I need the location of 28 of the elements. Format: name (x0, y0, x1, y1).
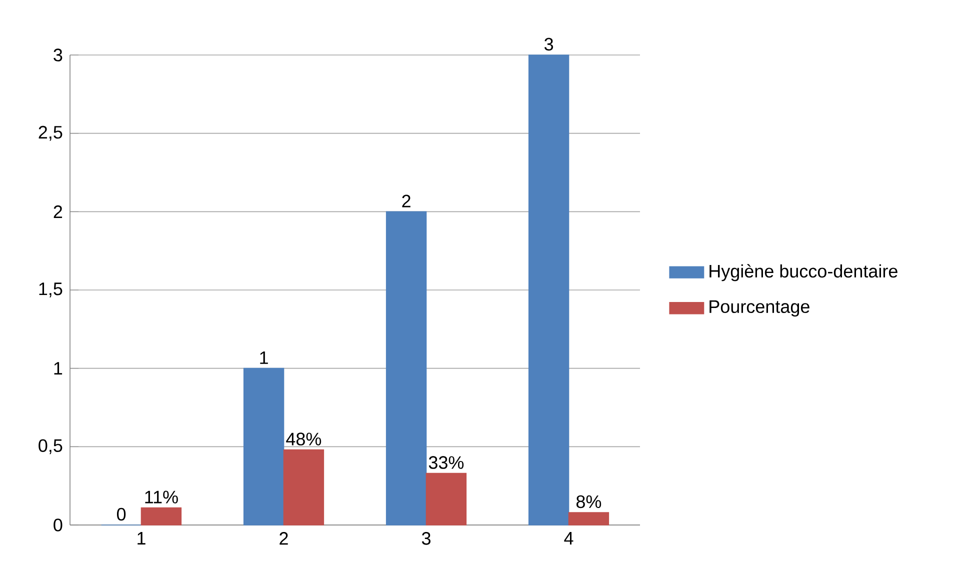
bar (140, 507, 182, 526)
bar (243, 368, 284, 526)
x-tick-label: 3 (422, 532, 430, 545)
bar (528, 54, 570, 526)
bar (568, 512, 610, 526)
data-label: 48% (286, 432, 322, 446)
y-tick-label: 1,5 (39, 282, 62, 298)
y-tick-label: 3 (54, 48, 62, 62)
data-label: 2 (402, 194, 410, 208)
data-label: 3 (544, 38, 554, 51)
y-tick-label: 2,5 (38, 126, 62, 141)
y-tick-label: 0 (54, 518, 62, 532)
y-tick-label: 2 (54, 205, 62, 218)
bar (283, 449, 324, 526)
legend-label: Pourcentage (710, 300, 810, 317)
data-label: 0 (116, 508, 126, 521)
data-label: 11% (145, 490, 178, 504)
data-label: 33% (428, 456, 464, 469)
data-label: 1 (260, 352, 268, 364)
bar (386, 211, 427, 526)
y-tick-label: 1 (54, 362, 62, 375)
y-tick-label: 0,5 (38, 439, 62, 454)
x-tick-label: 2 (280, 532, 288, 545)
bar (426, 472, 467, 526)
legend-label: Hygiène bucco-dentaire (710, 264, 898, 282)
data-label: 8% (576, 495, 602, 508)
x-tick-label: 1 (138, 532, 146, 544)
x-tick-label: 4 (564, 532, 574, 544)
